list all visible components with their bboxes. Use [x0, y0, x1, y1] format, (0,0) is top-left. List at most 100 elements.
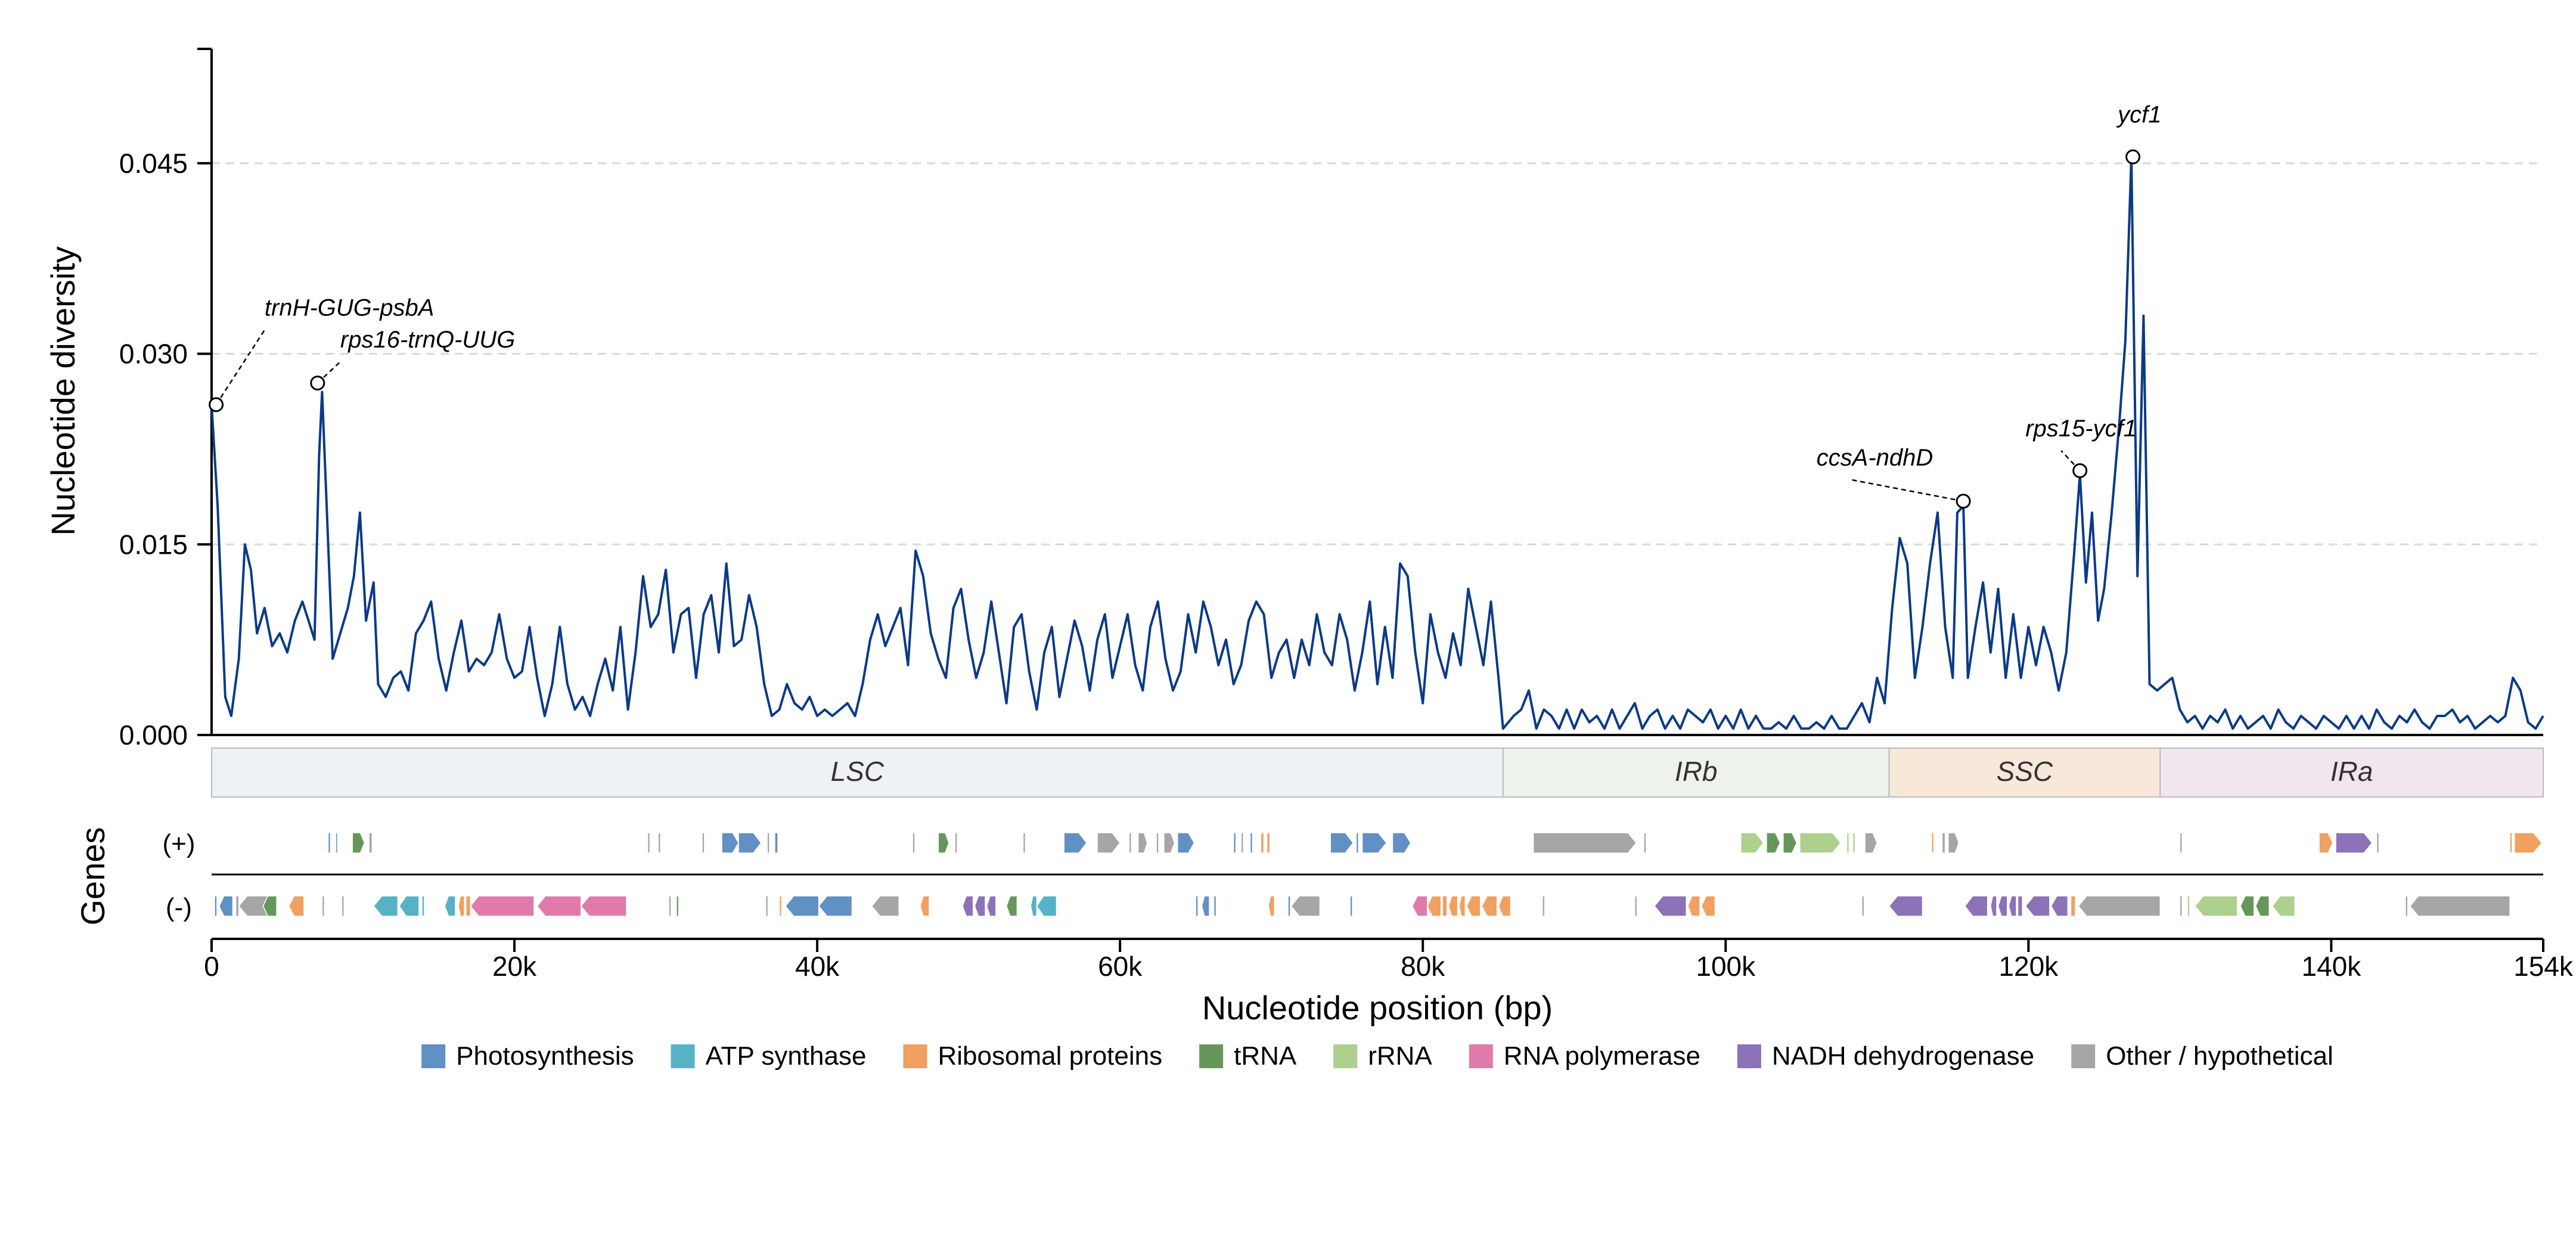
- gene-plus-strand: [1361, 832, 1388, 854]
- gene-minus-strand: [1005, 895, 1018, 917]
- gene-minus-strand: [2194, 895, 2238, 917]
- gene-plus-strand: [1063, 832, 1088, 854]
- x-tick-label: 154k: [2513, 951, 2574, 982]
- gene-plus-strand: [1931, 832, 1935, 854]
- gene-minus-strand: [920, 895, 930, 917]
- legend-swatch: [903, 1044, 927, 1068]
- gene-plus-strand: [738, 832, 762, 854]
- gene-plus-strand: [774, 832, 778, 854]
- x-tick-label: 0: [204, 951, 219, 982]
- gene-minus-strand: [1466, 895, 1481, 917]
- gene-minus-strand: [1700, 895, 1716, 917]
- gene-plus-strand: [1852, 832, 1856, 854]
- gene-minus-strand: [321, 895, 325, 917]
- gene-minus-strand: [1195, 895, 1199, 917]
- peak-marker: [2125, 149, 2141, 165]
- gene-minus-strand: [1964, 895, 1988, 917]
- peak-marker: [2072, 463, 2088, 479]
- gene-minus-strand: [1997, 895, 2008, 917]
- gene-minus-strand: [288, 895, 305, 917]
- gene-plus-strand: [647, 832, 651, 854]
- y-tick-label: 0.030: [119, 339, 188, 370]
- gridlines: [212, 162, 2543, 545]
- gene-plus-strand: [1799, 832, 1842, 854]
- gene-plus-strand: [1260, 832, 1265, 854]
- x-tick-label: 100k: [1696, 951, 1756, 982]
- gene-plus-strand: [2509, 832, 2513, 854]
- y-tick-label: 0.000: [119, 719, 188, 750]
- legend-swatch: [2071, 1044, 2096, 1068]
- gene-plus-strand: [352, 832, 365, 854]
- gene-minus-strand: [1687, 895, 1700, 917]
- gene-plus-strand: [2335, 832, 2373, 854]
- gene-minus-strand: [962, 895, 974, 917]
- gene-minus-strand: [2179, 895, 2183, 917]
- gene-plus-strand: [1532, 832, 1637, 854]
- gene-minus-strand: [465, 895, 471, 917]
- gene-plus-strand: [1355, 832, 1359, 854]
- gene-plus-strand: [1128, 832, 1132, 854]
- gene-minus-strand: [580, 895, 627, 917]
- gene-minus-strand: [1888, 895, 1923, 917]
- gene-minus-strand: [974, 895, 986, 917]
- gene-minus-strand: [235, 895, 240, 917]
- gene-minus-strand: [421, 895, 425, 917]
- plus-strand-label: (+): [163, 829, 195, 858]
- gene-plus-strand: [1156, 832, 1159, 854]
- gene-minus-strand: [218, 895, 234, 917]
- gene-minus-strand: [2017, 895, 2023, 917]
- gene-minus-strand: [1653, 895, 1687, 917]
- gene-plus-strand: [2179, 832, 2183, 854]
- legend-label: RNA polymerase: [1504, 1041, 1700, 1071]
- gene-plus-strand: [1846, 832, 1850, 854]
- gene-minus-strand: [1458, 895, 1466, 917]
- gene-plus-strand: [2319, 832, 2333, 854]
- legend-label: rRNA: [1368, 1041, 1432, 1071]
- legend-label: Other / hypothetical: [2106, 1041, 2333, 1071]
- peak-marker: [209, 397, 224, 413]
- annotation-label: rps16-trnQ-UUG: [340, 327, 515, 353]
- gene-plus-strand: [1233, 832, 1237, 854]
- gene-minus-strand: [470, 895, 535, 917]
- legend-label: ATP synthase: [706, 1041, 867, 1071]
- gene-minus-strand: [1427, 895, 1442, 917]
- gene-minus-strand: [1290, 895, 1321, 917]
- gene-plus-strand: [368, 832, 373, 854]
- annotation-label: ycf1: [2116, 102, 2161, 128]
- gene-minus-strand: [2187, 895, 2190, 917]
- legend-swatch: [671, 1044, 695, 1068]
- gene-plus-strand: [912, 832, 915, 854]
- legend-swatch: [1469, 1044, 1493, 1068]
- legend: Photosynthesis ATP synthase Ribosomal prot…: [421, 1041, 2333, 1071]
- gene-minus-strand: [778, 895, 783, 917]
- y-ticks: 0.000 0.015 0.030 0.045: [119, 148, 212, 750]
- gene-minus-strand: [765, 895, 769, 917]
- gene-minus-strand: [399, 895, 420, 917]
- x-axis: 0 20k 40k 60k 80k 100k 120k 140k 154k: [204, 938, 2574, 982]
- gene-minus-strand: [668, 895, 672, 917]
- gene-plus-strand: [1643, 832, 1647, 854]
- region-label: LSC: [831, 756, 884, 787]
- gene-plus-strand: [1330, 832, 1354, 854]
- gene-plus-strand: [1240, 832, 1244, 854]
- peak-marker: [1956, 494, 1971, 509]
- gene-minus-strand: [1481, 895, 1498, 917]
- gene-plus-strand: [1266, 832, 1271, 854]
- x-tick-label: 80k: [1401, 951, 1445, 982]
- legend-swatch: [1737, 1044, 1761, 1068]
- gene-plus-strand: [1022, 832, 1026, 854]
- gene-plus-strand: [1766, 832, 1781, 854]
- x-tick-label: 60k: [1098, 951, 1143, 982]
- gene-plus-strand: [1249, 832, 1253, 854]
- legend-swatch: [421, 1044, 446, 1068]
- gene-plus-strand: [954, 832, 958, 854]
- gene-minus-strand: [1498, 895, 1512, 917]
- gene-minus-strand: [1287, 895, 1291, 917]
- region-box: [211, 748, 1504, 798]
- legend-label: tRNA: [1234, 1041, 1297, 1071]
- gene-minus-strand: [458, 895, 465, 917]
- gene-plus-strand: [1740, 832, 1764, 854]
- legend-label: Ribosomal proteins: [938, 1041, 1163, 1071]
- gene-minus-strand: [1030, 895, 1038, 917]
- gene-minus-strand: [373, 895, 399, 917]
